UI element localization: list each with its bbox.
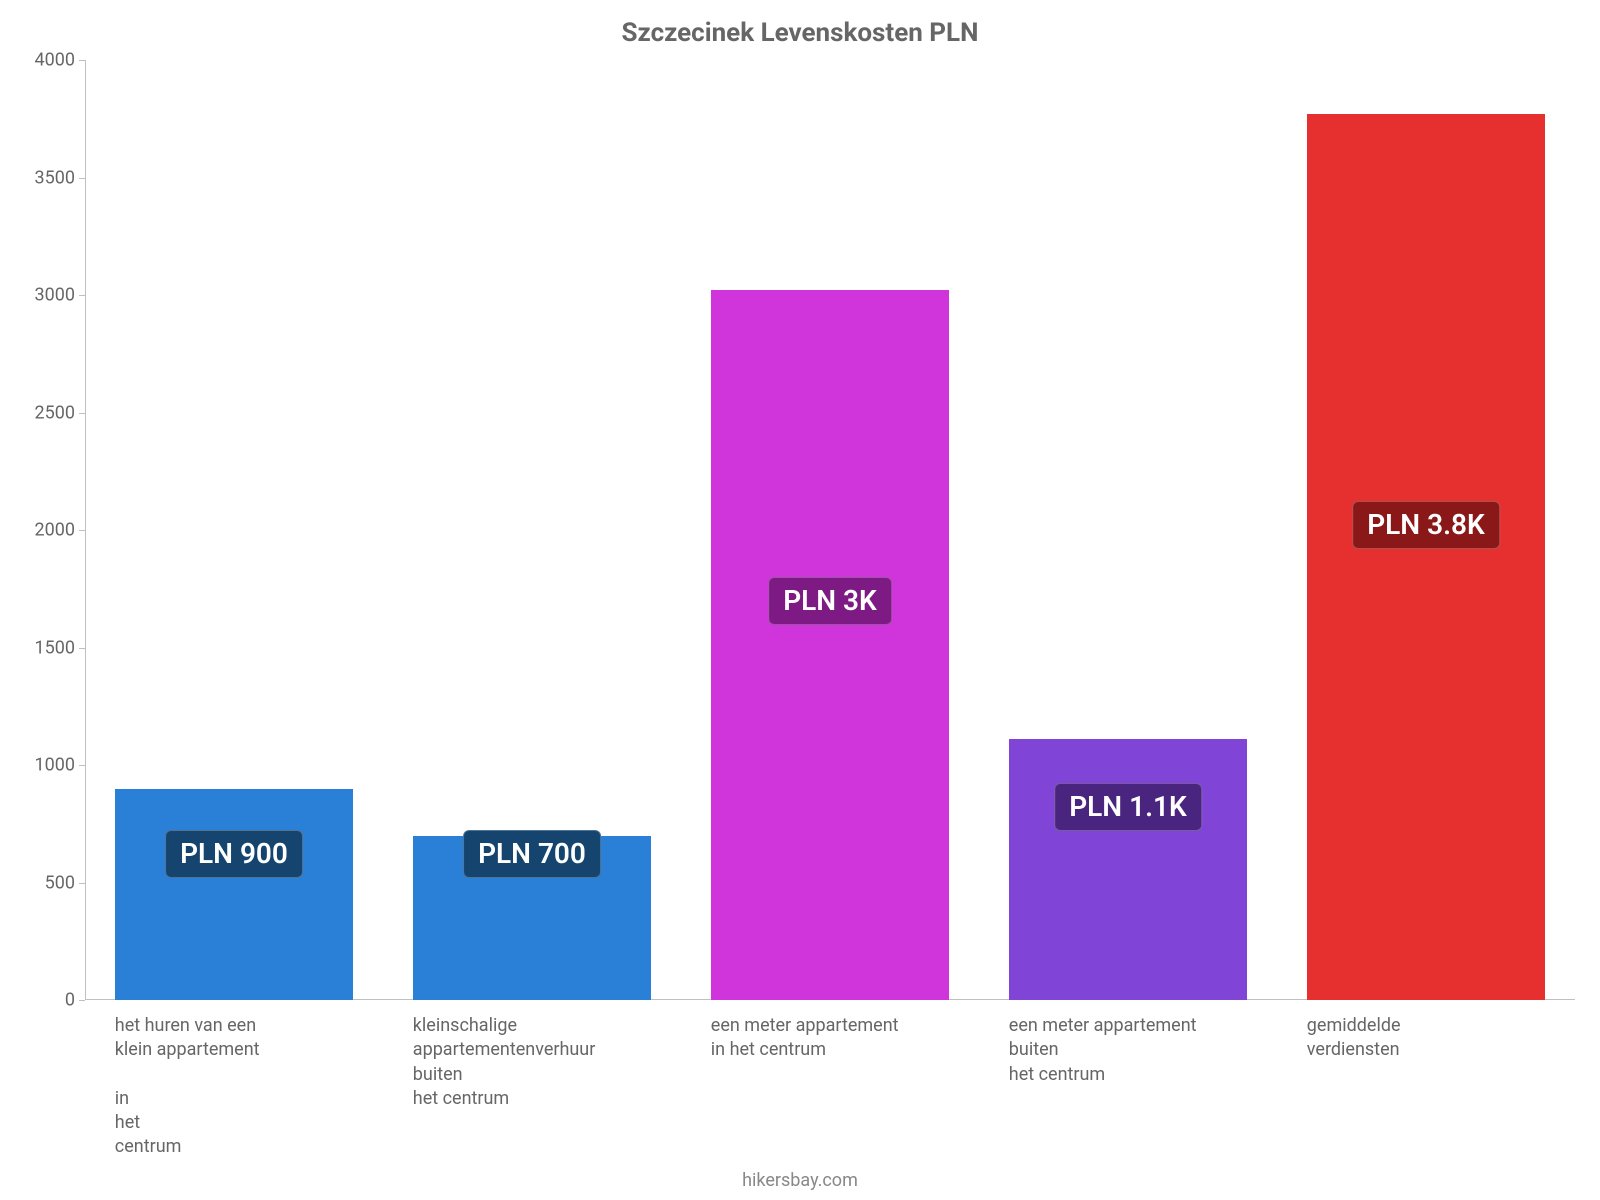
y-tick-label: 1500 — [35, 637, 85, 658]
x-axis-label: gemiddelde verdiensten — [1307, 1014, 1545, 1063]
bar-value-chip: PLN 700 — [463, 830, 601, 878]
y-tick-mark — [79, 648, 85, 649]
bar — [711, 290, 949, 1000]
bar-value-chip: PLN 900 — [165, 830, 303, 878]
y-tick-mark — [79, 60, 85, 61]
y-tick-label: 3000 — [35, 285, 85, 306]
cost-of-living-bar-chart: Szczecinek Levenskosten PLN PLN 900 PLN 7… — [0, 0, 1600, 1200]
chart-title: Szczecinek Levenskosten PLN — [0, 18, 1600, 48]
bar-value-chip: PLN 1.1K — [1054, 783, 1202, 831]
y-tick-mark — [79, 178, 85, 179]
bar — [1307, 114, 1545, 1000]
x-axis-label: kleinschalige appartementenverhuur buite… — [413, 1014, 651, 1111]
y-tick-mark — [79, 295, 85, 296]
y-tick-label: 2000 — [35, 520, 85, 541]
y-tick-mark — [79, 1000, 85, 1001]
y-tick-label: 1000 — [35, 755, 85, 776]
chart-footer: hikersbay.com — [0, 1170, 1600, 1191]
bar-value-chip: PLN 3.8K — [1352, 501, 1500, 549]
bars-layer: PLN 900 PLN 700 PLN 3K PLN 1.1K PLN 3.8K — [85, 60, 1575, 1000]
bar — [115, 789, 353, 1001]
y-tick-label: 3500 — [35, 167, 85, 188]
x-axis-label: een meter appartement buiten het centrum — [1009, 1014, 1247, 1087]
y-tick-mark — [79, 413, 85, 414]
y-tick-mark — [79, 530, 85, 531]
y-tick-label: 2500 — [35, 402, 85, 423]
plot-area: PLN 900PLN 700PLN 3KPLN 1.1KPLN 3.8K het… — [85, 60, 1575, 1000]
x-axis-label: het huren van een klein appartement in h… — [115, 1014, 353, 1160]
y-tick-mark — [79, 883, 85, 884]
y-tick-label: 4000 — [35, 50, 85, 71]
bar-value-chip: PLN 3K — [768, 577, 892, 625]
bar — [1009, 739, 1247, 1000]
x-axis-label: een meter appartement in het centrum — [711, 1014, 949, 1063]
y-tick-mark — [79, 765, 85, 766]
